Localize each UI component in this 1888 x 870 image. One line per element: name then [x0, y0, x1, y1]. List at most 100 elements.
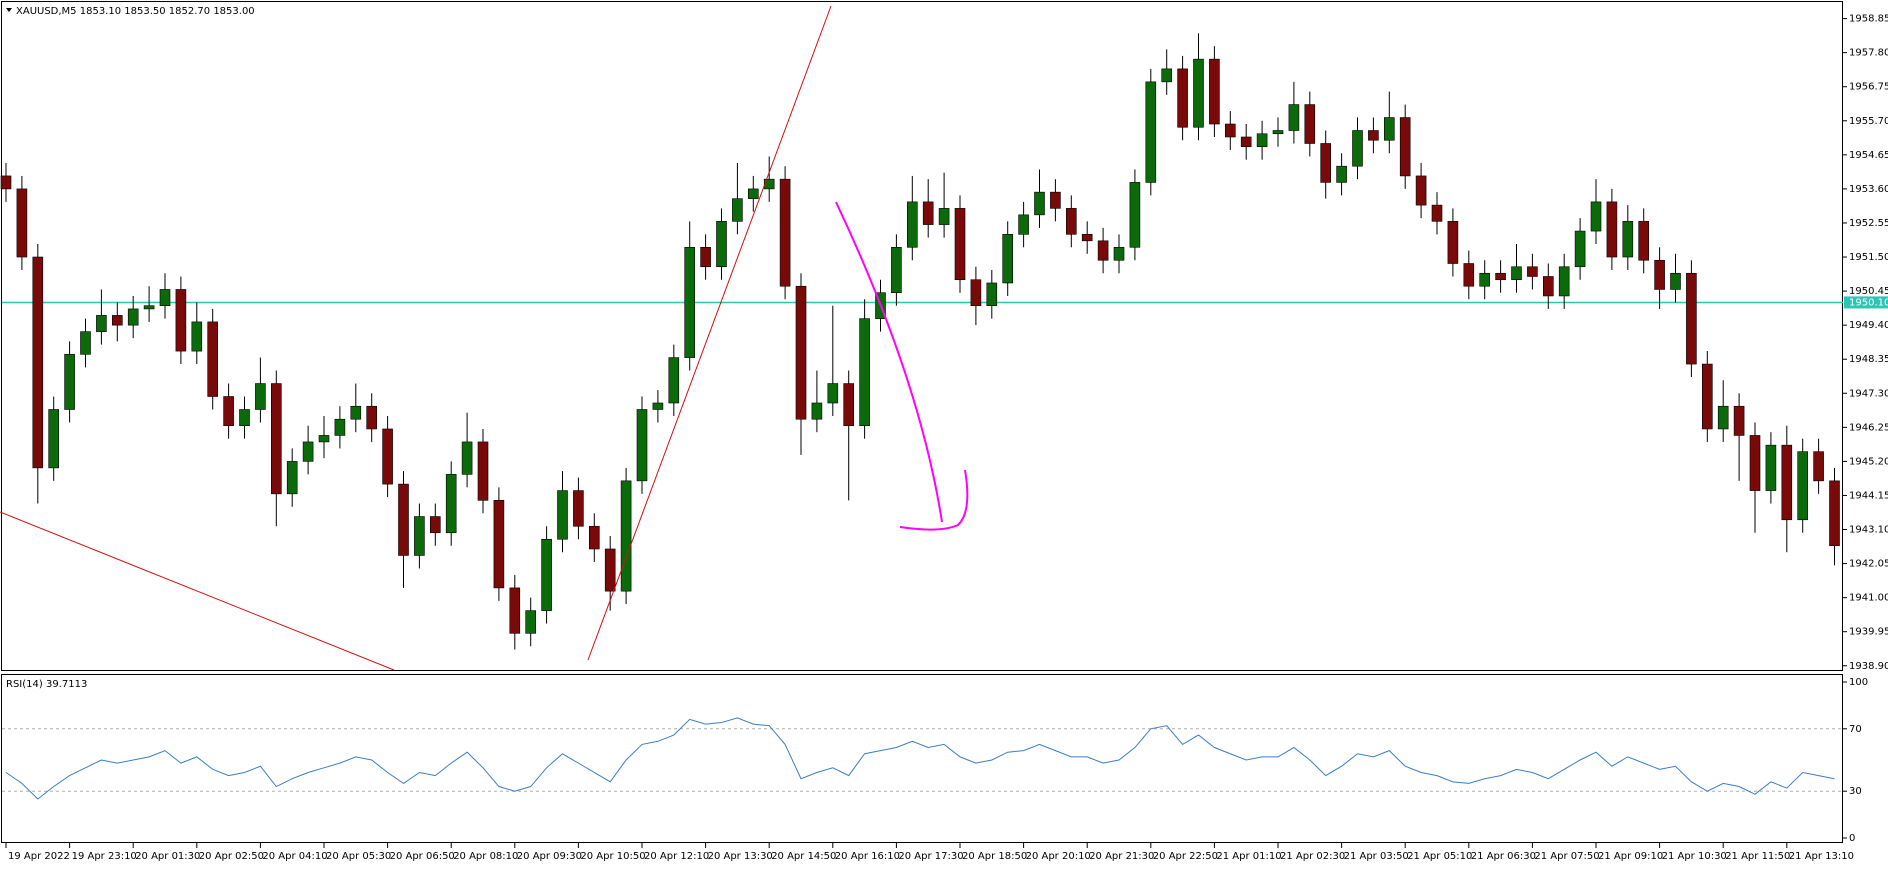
menu-triangle[interactable]	[6, 8, 12, 12]
x-tick-label: 21 Apr 09:10	[1598, 851, 1663, 862]
candle-body	[1431, 204, 1443, 222]
price-title: XAUUSD,M5 1853.10 1853.50 1852.70 1853.0…	[16, 6, 255, 17]
candle-body	[350, 405, 362, 420]
y-tick-label: 1938.90	[1849, 661, 1888, 672]
y-tick-label: 1941.00	[1849, 593, 1888, 604]
candle-body	[620, 480, 632, 592]
y-tick-label: 100	[1849, 677, 1868, 688]
candle-body	[1352, 130, 1363, 167]
y-tick-label: 1951.50	[1849, 252, 1888, 263]
candle-body	[414, 516, 425, 556]
y-tick-label: 1947.30	[1849, 388, 1888, 399]
candle-body	[445, 474, 457, 534]
candle-body	[652, 402, 664, 410]
x-tick-label: 21 Apr 10:30	[1662, 851, 1727, 862]
candle-body	[493, 500, 505, 589]
candle-body	[779, 178, 791, 287]
candle-body	[1606, 201, 1618, 258]
candle-body	[32, 256, 44, 469]
price-label: 1950.10	[1849, 297, 1888, 308]
x-tick-label: 20 Apr 21:30	[1089, 851, 1154, 862]
candle-body	[143, 305, 155, 310]
candle-body	[334, 418, 346, 436]
x-tick-label: 20 Apr 20:10	[1026, 851, 1091, 862]
y-tick-label: 1948.35	[1849, 354, 1888, 365]
candle-body	[1765, 444, 1777, 491]
x-tick-label: 20 Apr 16:10	[835, 851, 900, 862]
x-tick-label: 21 Apr 01:10	[1216, 851, 1281, 862]
candle-body	[255, 383, 266, 410]
x-tick-label: 20 Apr 06:50	[390, 851, 455, 862]
trend-line[interactable]	[0, 511, 395, 671]
candle-body	[859, 318, 870, 427]
y-tick-label: 1944.15	[1849, 490, 1888, 501]
x-tick-label: 20 Apr 09:30	[517, 851, 582, 862]
x-tick-label: 21 Apr 11:50	[1725, 851, 1790, 862]
candle-body	[1304, 104, 1316, 144]
y-tick-label: 1956.75	[1849, 82, 1888, 93]
candle-body	[1479, 272, 1490, 287]
candle-body	[1463, 263, 1475, 287]
candle-body	[1686, 272, 1697, 365]
plot: 1958.85 1957.80 1956.75 1955.70 1954.65 1953.…	[0, 14, 1888, 862]
candle-body	[557, 490, 568, 540]
x-tick-label: 21 Apr 05:10	[1407, 851, 1472, 862]
y-tick-label: 0	[1849, 833, 1855, 844]
candle-body	[1558, 266, 1570, 297]
x-tick-label: 20 Apr 10:50	[580, 851, 645, 862]
candle-body	[429, 516, 441, 534]
candle-body	[1066, 208, 1077, 235]
y-tick-label: 1957.80	[1849, 48, 1888, 59]
candle-body	[747, 188, 759, 199]
trend-line[interactable]	[587, 5, 832, 661]
y-tick-label: 1945.20	[1849, 456, 1888, 467]
candle-body	[318, 435, 330, 443]
candle-body	[1018, 214, 1029, 235]
x-tick-label: 20 Apr 12:10	[644, 851, 709, 862]
candle-body	[668, 357, 680, 404]
candle-body	[1781, 444, 1793, 521]
candle-body	[763, 178, 775, 190]
candle-body	[1702, 363, 1713, 430]
candle-body	[573, 490, 584, 527]
candle-body	[477, 441, 489, 501]
candle-body	[1240, 136, 1252, 148]
candle-body	[1622, 221, 1634, 258]
candle-body	[1654, 259, 1665, 290]
candle-body	[1145, 81, 1157, 183]
candle-body	[1097, 240, 1109, 261]
candle-body	[223, 396, 234, 427]
candle-body	[175, 289, 187, 352]
rsi-panel-frame	[1, 674, 1843, 843]
candle-body	[684, 246, 696, 358]
candle-body	[1638, 221, 1649, 261]
candle-body	[795, 285, 807, 420]
candle-body	[1670, 272, 1681, 290]
candle-body	[1415, 175, 1427, 206]
y-tick-label: 1946.25	[1849, 422, 1888, 433]
candle-body	[588, 525, 600, 550]
candle-body	[1384, 117, 1395, 141]
y-tick-label: 1943.10	[1849, 525, 1888, 536]
y-tick-label: 1942.05	[1849, 559, 1888, 570]
x-tick-label: 20 Apr 22:50	[1153, 851, 1218, 862]
x-tick-label: 20 Apr 18:50	[962, 851, 1027, 862]
candle-body	[1368, 130, 1379, 141]
candle-body	[1209, 58, 1220, 125]
x-tick-label: 20 Apr 08:10	[453, 851, 518, 862]
candle-body	[1717, 405, 1729, 430]
candle-body	[732, 198, 743, 222]
candle-body	[922, 201, 934, 225]
candle-body	[286, 461, 298, 495]
x-tick-label: 20 Apr 01:30	[135, 851, 200, 862]
rsi-title: RSI(14) 39.7113	[6, 679, 87, 690]
candle-body	[827, 383, 839, 404]
candle-body	[604, 548, 616, 592]
candle-body	[1399, 117, 1411, 177]
hand-drawing[interactable]	[835, 201, 969, 531]
y-tick-label: 70	[1849, 724, 1862, 735]
candle-body	[1161, 68, 1172, 83]
candle-body	[1272, 130, 1284, 135]
candle-body	[1527, 266, 1538, 277]
